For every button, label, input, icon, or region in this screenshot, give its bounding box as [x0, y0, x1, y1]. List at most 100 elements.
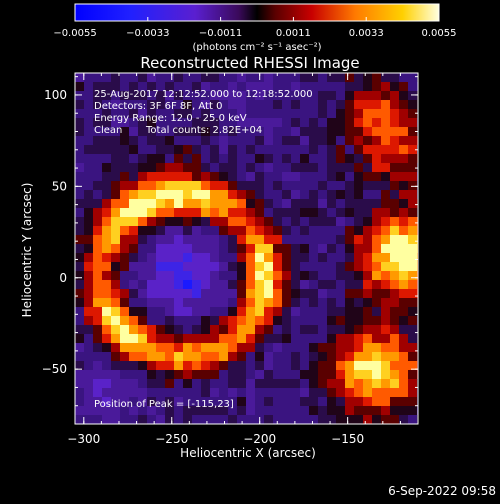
image-pixel	[291, 343, 301, 353]
image-pixel	[120, 109, 130, 119]
image-pixel	[174, 73, 184, 83]
image-pixel	[363, 280, 373, 290]
image-pixel	[300, 253, 310, 263]
image-pixel	[246, 145, 256, 155]
image-pixel	[282, 82, 292, 92]
image-pixel	[363, 370, 373, 380]
image-pixel	[156, 91, 166, 101]
image-pixel	[354, 370, 364, 380]
image-pixel	[363, 199, 373, 209]
image-pixel	[291, 235, 301, 245]
image-pixel	[102, 298, 112, 308]
image-pixel	[390, 244, 400, 254]
image-pixel	[111, 280, 121, 290]
image-pixel	[102, 118, 112, 128]
image-pixel	[255, 334, 265, 344]
image-pixel	[84, 217, 94, 227]
image-pixel	[399, 145, 409, 155]
image-pixel	[408, 325, 418, 335]
image-pixel	[183, 406, 193, 416]
image-pixel	[129, 190, 139, 200]
image-pixel	[93, 262, 103, 272]
image-pixel	[246, 118, 256, 128]
image-pixel	[372, 361, 382, 371]
image-pixel	[192, 154, 202, 164]
image-pixel	[102, 244, 112, 254]
image-pixel	[120, 406, 130, 416]
image-pixel	[399, 334, 409, 344]
image-pixel	[264, 271, 274, 281]
image-pixel	[93, 82, 103, 92]
image-pixel	[192, 199, 202, 209]
image-pixel	[345, 82, 355, 92]
image-pixel	[147, 415, 157, 424]
image-pixel	[264, 343, 274, 353]
image-pixel	[336, 163, 346, 173]
image-pixel	[192, 379, 202, 389]
image-pixel	[174, 100, 184, 110]
image-pixel	[399, 280, 409, 290]
image-pixel	[192, 289, 202, 299]
image-pixel	[210, 109, 220, 119]
image-pixel	[102, 289, 112, 299]
image-pixel	[147, 244, 157, 254]
image-pixel	[165, 343, 175, 353]
image-pixel	[273, 145, 283, 155]
image-pixel	[291, 73, 301, 83]
image-pixel	[255, 298, 265, 308]
image-pixel	[201, 352, 211, 362]
image-pixel	[399, 136, 409, 146]
image-pixel	[138, 415, 148, 424]
image-pixel	[372, 235, 382, 245]
image-pixel	[318, 145, 328, 155]
image-pixel	[183, 253, 193, 263]
image-pixel	[237, 271, 247, 281]
image-pixel	[120, 289, 130, 299]
image-pixel	[318, 163, 328, 173]
image-pixel	[309, 244, 319, 254]
image-pixel	[255, 190, 265, 200]
image-pixel	[201, 109, 211, 119]
image-pixel	[255, 109, 265, 119]
image-pixel	[390, 388, 400, 398]
image-pixel	[399, 352, 409, 362]
image-pixel	[219, 136, 229, 146]
image-pixel	[237, 406, 247, 416]
image-pixel	[93, 154, 103, 164]
image-pixel	[354, 379, 364, 389]
image-pixel	[102, 352, 112, 362]
image-pixel	[309, 172, 319, 182]
image-pixel	[129, 172, 139, 182]
image-pixel	[201, 199, 211, 209]
image-pixel	[237, 136, 247, 146]
image-pixel	[111, 343, 121, 353]
image-pixel	[228, 226, 238, 236]
image-pixel	[147, 235, 157, 245]
image-pixel	[129, 334, 139, 344]
image-pixel	[84, 199, 94, 209]
image-pixel	[300, 406, 310, 416]
image-pixel	[291, 208, 301, 218]
image-pixel	[183, 199, 193, 209]
image-pixel	[363, 298, 373, 308]
image-pixel	[138, 190, 148, 200]
image-pixel	[201, 163, 211, 173]
image-pixel	[345, 352, 355, 362]
image-pixel	[93, 271, 103, 281]
image-pixel	[219, 379, 229, 389]
image-pixel	[273, 307, 283, 317]
image-pixel	[120, 199, 130, 209]
image-pixel	[93, 235, 103, 245]
image-pixel	[219, 91, 229, 101]
image-pixel	[354, 388, 364, 398]
image-pixel	[210, 73, 220, 83]
image-pixel	[147, 406, 157, 416]
image-pixel	[246, 127, 256, 137]
image-pixel	[264, 172, 274, 182]
image-pixel	[111, 145, 121, 155]
image-pixel	[201, 226, 211, 236]
image-pixel	[228, 91, 238, 101]
image-pixel	[300, 172, 310, 182]
image-pixel	[183, 109, 193, 119]
image-pixel	[102, 370, 112, 380]
